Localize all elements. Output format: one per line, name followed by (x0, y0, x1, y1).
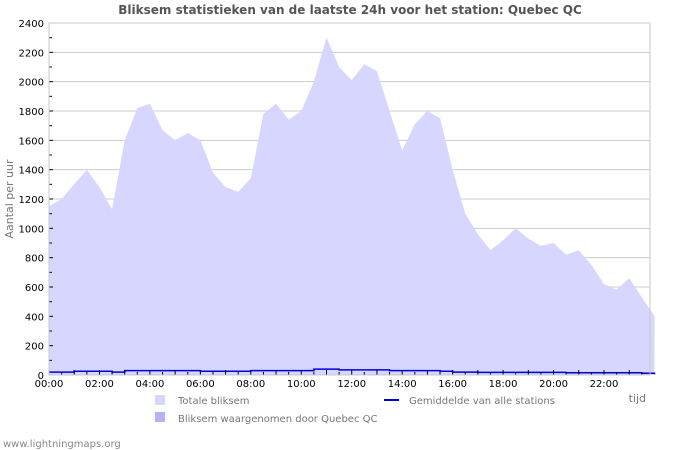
legend-swatch-station (155, 412, 165, 422)
line-series-average (49, 368, 656, 375)
chart-title: Bliksem statistieken van de laatste 24h … (118, 3, 582, 17)
y-tick-label: 1800 (19, 107, 44, 118)
x-tick-label: 12:00 (337, 379, 366, 390)
y-tick-label: 2000 (19, 78, 44, 89)
x-tick-label: 10:00 (287, 379, 316, 390)
y-tick-label: 200 (25, 342, 44, 353)
x-tick-label: 20:00 (539, 379, 568, 390)
legend-label-station: Bliksem waargenomen door Quebec QC (178, 414, 378, 425)
y-tick-label: 1400 (19, 166, 44, 177)
y-tick-label: 2400 (19, 19, 44, 30)
x-tick-label: 02:00 (85, 379, 114, 390)
legend-label-total: Totale bliksem (177, 396, 249, 407)
legend-label-average: Gemiddelde van alle stations (409, 396, 555, 407)
source-footer: www.lightningmaps.org (3, 439, 121, 450)
y-tick-label: 1000 (19, 224, 44, 235)
x-tick-label: 04:00 (135, 379, 164, 390)
y-tick-label: 400 (25, 312, 44, 323)
x-axis-label: tijd (629, 392, 646, 405)
plot-frame (48, 22, 651, 376)
y-tick-label: 800 (25, 254, 44, 265)
x-tick-label: 06:00 (186, 379, 215, 390)
x-axis: 00:00 02:00 04:00 06:00 08:00 10:00 12:00 14:00… (35, 370, 643, 390)
area-series-0 (49, 37, 655, 375)
y-tick-label: 0 (38, 371, 44, 382)
x-tick-label: 22:00 (590, 379, 619, 390)
y-tick-label: 1200 (19, 195, 44, 206)
data-areas (49, 37, 656, 375)
legend-swatch-total (155, 395, 165, 405)
y-tick-label: 600 (25, 283, 44, 294)
x-tick-label: 16:00 (438, 379, 467, 390)
x-tick-label: 18:00 (489, 379, 518, 390)
y-axis-label: Aantal per uur (3, 159, 16, 239)
y-tick-label: 2200 (19, 48, 44, 59)
legend: Totale bliksem Gemiddelde van alle stati… (155, 395, 555, 425)
x-tick-label: 14:00 (388, 379, 417, 390)
y-axis: 0 200 400 600 800 1000 1200 1400 1600 1800 2000 220… (19, 19, 53, 382)
y-tick-label: 1600 (19, 136, 44, 147)
x-tick-label: 00:00 (35, 379, 64, 390)
x-tick-label: 08:00 (236, 379, 265, 390)
